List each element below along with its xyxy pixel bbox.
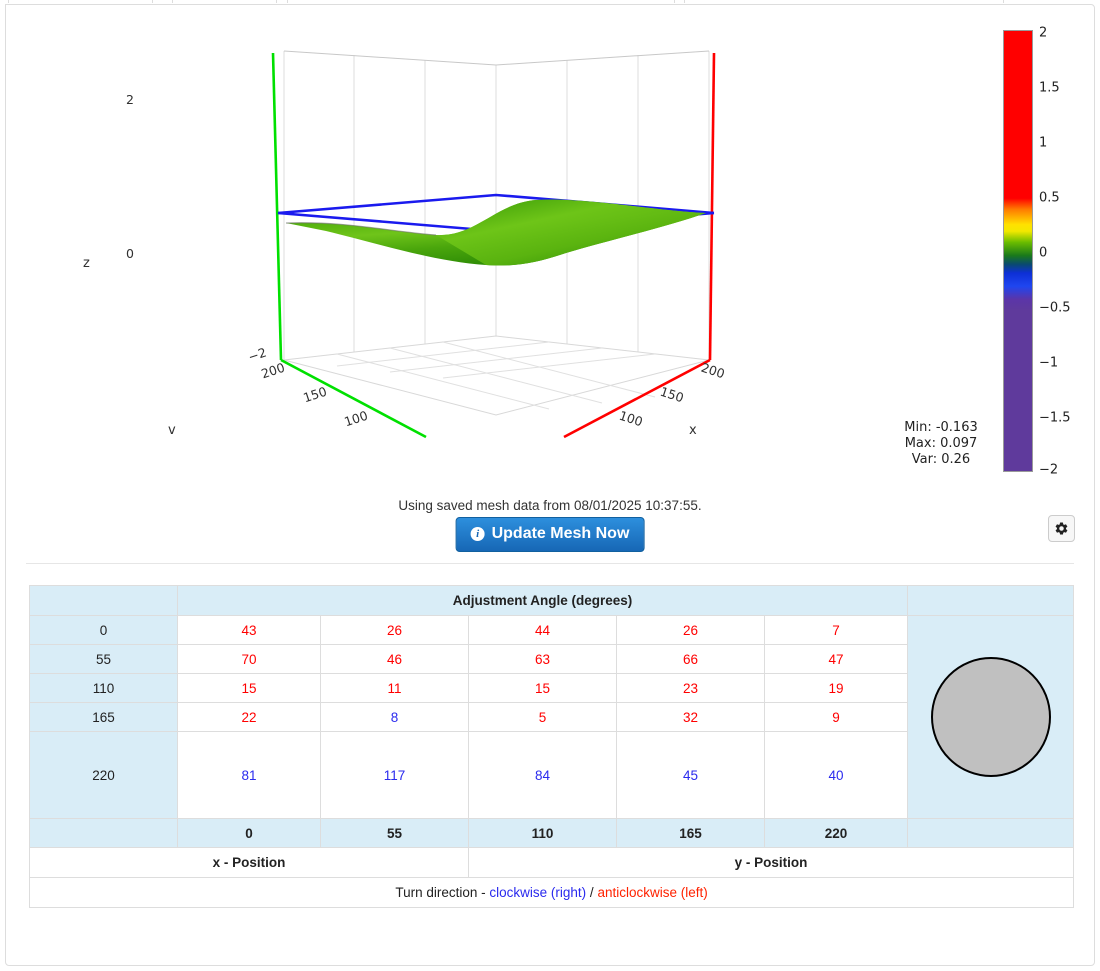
colorbar: 2 1.5 1 0.5 0 −0.5 −1 −1.5 −2 (1003, 26, 1093, 480)
section-divider (26, 563, 1074, 564)
update-mesh-label: Update Mesh Now (491, 525, 630, 542)
colorbar-tick-m2: −2 (1039, 462, 1059, 478)
table-cell[interactable]: 23 (616, 673, 765, 703)
adjustment-table-wrapper: Adjustment Angle (degrees) 0 43 26 44 26… (28, 585, 1075, 908)
table-row: 0 43 26 44 26 7 (29, 615, 1075, 819)
column-label: 165 (616, 818, 765, 848)
position-label-row: x - Position y - Position (29, 847, 1075, 878)
bed-circle-icon (930, 657, 1051, 777)
table-cell[interactable]: 11 (320, 673, 469, 703)
colorbar-gradient (1003, 30, 1033, 472)
turn-direction-legend: Turn direction - clockwise (right) / ant… (28, 877, 1075, 908)
header-blank-cell (29, 585, 178, 616)
colorbar-tick-0p5: 0.5 (1039, 190, 1060, 206)
z-tick-2: 2 (126, 92, 134, 107)
column-label: 55 (320, 818, 469, 848)
table-cell[interactable]: 66 (616, 644, 765, 674)
table-cell[interactable]: 81 (177, 731, 321, 819)
surface-plot-3d[interactable]: z 2 0 −2 v 200 150 100 x 200 150 100 (83, 15, 876, 495)
table-cell[interactable]: 22 (177, 702, 321, 732)
table-cell[interactable]: 43 (177, 615, 321, 645)
colorbar-tick-2: 2 (1039, 25, 1048, 41)
header-title: Adjustment Angle (degrees) (176, 585, 909, 616)
column-label-corner (907, 818, 1075, 848)
table-cell[interactable]: 26 (616, 615, 765, 645)
x-position-label: x - Position (29, 847, 469, 878)
row-label: 55 (29, 644, 178, 674)
settings-button[interactable] (1048, 515, 1075, 542)
table-cell[interactable]: 70 (177, 644, 321, 674)
legend-anticlockwise: anticlockwise (left) (597, 885, 708, 900)
turn-direction-row: Turn direction - clockwise (right) / ant… (28, 877, 1075, 908)
mesh-data-note: Using saved mesh data from 08/01/2025 10… (398, 498, 702, 513)
tab-levelling[interactable]: Levelling (172, 0, 277, 3)
x-axis-label: x (689, 423, 697, 438)
y-position-label: y - Position (467, 847, 1075, 878)
z-axis-label: z (83, 256, 90, 271)
table-cell[interactable]: 7 (763, 615, 909, 645)
colorbar-tick-m0p5: −0.5 (1039, 300, 1071, 316)
table-cell[interactable]: 44 (468, 615, 617, 645)
table-cell[interactable]: 40 (763, 731, 909, 819)
stat-min: Min: -0.163 (904, 420, 978, 435)
y-axis-label: v (168, 423, 176, 438)
row-label: 165 (29, 702, 178, 732)
legend-separator: / (586, 885, 598, 900)
x-axis-line (563, 52, 716, 439)
tab-bed-adjustment-assistant[interactable]: Bed Adjustment Assistant (Screws) (287, 0, 675, 3)
row-label: 0 (29, 615, 178, 645)
column-label: 220 (763, 818, 909, 848)
stat-var: Var: 0.26 (911, 452, 971, 467)
colorbar-tick-1: 1 (1039, 135, 1048, 151)
turn-direction-prefix: Turn direction - (395, 885, 490, 900)
tab-strip: Mesh Analysis Levelling Bed Adjustment A… (0, 0, 1100, 4)
column-label: 110 (468, 818, 617, 848)
table-cell[interactable]: 19 (763, 673, 909, 703)
table-cell[interactable]: 63 (468, 644, 617, 674)
update-mesh-button[interactable]: i Update Mesh Now (455, 517, 645, 552)
table-cell[interactable]: 45 (616, 731, 765, 819)
table-cell[interactable]: 15 (468, 673, 617, 703)
row-label: 220 (29, 731, 178, 819)
table-column-label-row: 0 55 110 165 220 (29, 818, 1075, 848)
table-cell[interactable]: 117 (320, 731, 469, 819)
column-label: 0 (177, 818, 321, 848)
table-cell[interactable]: 84 (468, 731, 617, 819)
column-label-blank (29, 818, 178, 848)
table-cell[interactable]: 46 (320, 644, 469, 674)
colorbar-tick-m1p5: −1.5 (1039, 410, 1071, 426)
table-cell[interactable]: 9 (763, 702, 909, 732)
header-corner-cell (907, 585, 1075, 616)
bed-indicator-cell (907, 615, 1075, 819)
stat-max: Max: 0.097 (904, 436, 978, 451)
mesh-stats: Min: -0.163 Max: 0.097 Var: 0.26 (886, 420, 996, 468)
table-cell[interactable]: 26 (320, 615, 469, 645)
main-panel: z 2 0 −2 v 200 150 100 x 200 150 100 2 1… (5, 4, 1095, 966)
tab-mesh-visualisation[interactable]: Mesh Visualisation (3D Surface) (684, 0, 1004, 3)
colorbar-tick-1p5: 1.5 (1039, 80, 1060, 96)
row-label: 110 (29, 673, 178, 703)
table-header-row: Adjustment Angle (degrees) (29, 585, 1075, 616)
gear-icon (1055, 522, 1068, 535)
z-tick-0: 0 (126, 246, 134, 261)
colorbar-tick-m1: −1 (1039, 355, 1059, 371)
surface-plot-svg (271, 50, 716, 439)
table-row: 165 22 8 5 32 9 (29, 702, 1074, 732)
tab-mesh-analysis[interactable]: Mesh Analysis (8, 0, 153, 3)
table-row: 110 15 11 15 23 19 (29, 673, 1074, 703)
colorbar-tick-0: 0 (1039, 245, 1048, 261)
table-row: 55 70 46 63 66 47 (29, 644, 1074, 674)
table-cell[interactable]: 8 (320, 702, 469, 732)
y-axis-line (271, 52, 427, 439)
plot-area: z 2 0 −2 v 200 150 100 x 200 150 100 2 1… (6, 5, 1094, 560)
legend-clockwise: clockwise (right) (489, 885, 587, 900)
table-cell[interactable]: 47 (763, 644, 909, 674)
table-cell[interactable]: 15 (177, 673, 321, 703)
adjustment-angle-table: Adjustment Angle (degrees) 0 43 26 44 26… (28, 585, 1075, 908)
table-cell[interactable]: 32 (616, 702, 765, 732)
table-row: 220 81 117 84 45 40 (29, 731, 1074, 819)
info-icon: i (470, 527, 485, 541)
table-cell[interactable]: 5 (468, 702, 617, 732)
mesh-surface-shade (436, 199, 706, 266)
